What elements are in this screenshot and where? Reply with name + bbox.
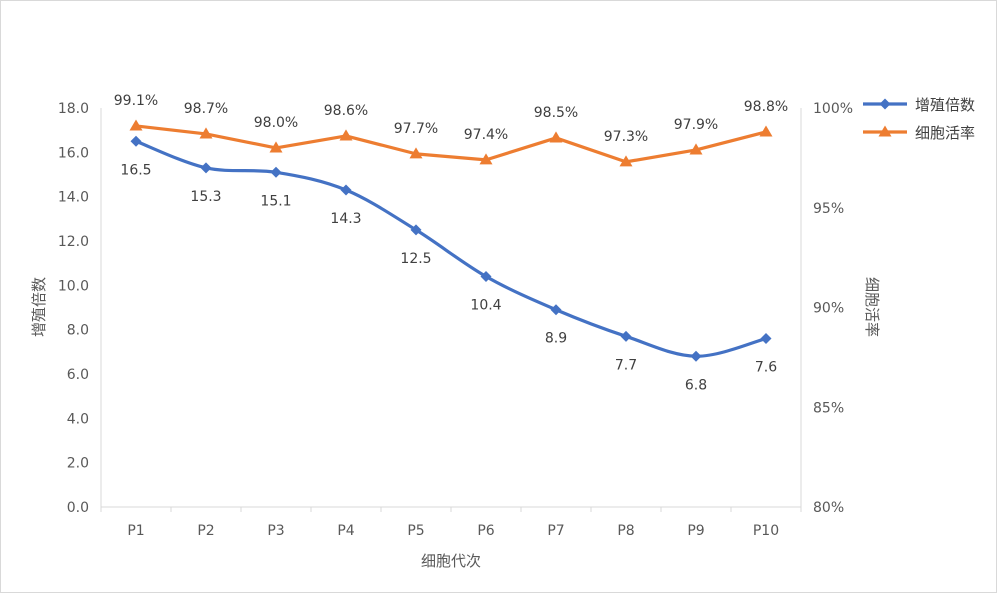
- series-line-2: [134, 124, 768, 164]
- data-label: 7.7: [615, 357, 637, 373]
- data-label: 97.9%: [674, 117, 718, 133]
- x-tick-label: P3: [267, 523, 284, 539]
- x-tick-label: P2: [197, 523, 214, 539]
- data-label: 15.3: [190, 189, 221, 205]
- data-point-marker: [479, 153, 493, 165]
- data-point-marker: [129, 119, 143, 131]
- data-point-marker: [760, 333, 772, 345]
- data-label: 98.8%: [744, 99, 788, 115]
- data-label: 97.7%: [394, 121, 438, 137]
- y-left-tick-label: 14.0: [58, 190, 89, 206]
- data-point-marker: [619, 155, 633, 167]
- x-tick-label: P5: [407, 523, 424, 539]
- data-label: 98.7%: [184, 101, 228, 117]
- data-label: 97.3%: [604, 129, 648, 145]
- data-point-marker: [130, 135, 142, 147]
- data-point-marker: [759, 125, 773, 137]
- data-point-marker: [199, 127, 213, 139]
- legend-marker: [879, 98, 891, 110]
- x-tick-label: P7: [547, 523, 564, 539]
- data-point-marker: [550, 304, 562, 316]
- legend-label: 增殖倍数: [915, 96, 975, 114]
- y-left-tick-label: 0.0: [67, 500, 89, 516]
- legend-marker: [878, 125, 892, 137]
- y-left-tick-label: 12.0: [58, 234, 89, 250]
- y-left-tick-label: 8.0: [67, 323, 89, 339]
- x-tick-label: P10: [753, 523, 779, 539]
- data-label: 15.1: [260, 193, 291, 209]
- data-label: 10.4: [470, 297, 501, 313]
- y-axis-left-title: 增殖倍数: [30, 277, 48, 337]
- data-label: 16.5: [120, 162, 151, 178]
- data-point-marker: [689, 143, 703, 155]
- data-point-marker: [339, 129, 353, 141]
- y-left-tick-label: 10.0: [58, 278, 89, 294]
- data-label: 7.6: [755, 360, 777, 376]
- y-axis-right-title: 细胞活率: [863, 277, 881, 337]
- y-right-tick-label: 80%: [813, 500, 844, 516]
- y-left-tick-label: 4.0: [67, 411, 89, 427]
- data-point-marker: [410, 224, 422, 236]
- y-left-tick-label: 18.0: [58, 101, 89, 117]
- data-label: 98.6%: [324, 103, 368, 119]
- data-label: 98.5%: [534, 105, 578, 121]
- data-point-marker: [549, 131, 563, 143]
- data-point-marker: [200, 162, 212, 174]
- y-right-tick-label: 90%: [813, 301, 844, 317]
- y-right-tick-label: 85%: [813, 400, 844, 416]
- y-right-tick-label: 95%: [813, 201, 844, 217]
- series-line-1: [134, 139, 768, 358]
- data-label: 97.4%: [464, 127, 508, 143]
- y-right-tick-label: 100%: [813, 101, 853, 117]
- data-label: 14.3: [330, 211, 361, 227]
- y-left-tick-label: 2.0: [67, 456, 89, 472]
- y-left-tick-label: 16.0: [58, 145, 89, 161]
- data-point-marker: [409, 147, 423, 159]
- data-point-marker: [270, 166, 282, 178]
- data-label: 6.8: [685, 377, 707, 393]
- data-point-marker: [269, 141, 283, 153]
- y-left-tick-label: 6.0: [67, 367, 89, 383]
- data-label: 99.1%: [114, 93, 158, 109]
- x-tick-label: P4: [337, 523, 354, 539]
- data-label: 98.0%: [254, 115, 298, 131]
- data-point-marker: [340, 184, 352, 196]
- legend-label: 细胞活率: [915, 124, 975, 142]
- data-label: 12.5: [400, 251, 431, 267]
- x-tick-label: P8: [617, 523, 634, 539]
- data-point-marker: [620, 330, 632, 342]
- data-point-marker: [480, 270, 492, 282]
- x-tick-label: P9: [687, 523, 704, 539]
- x-tick-label: P6: [477, 523, 494, 539]
- data-label: 8.9: [545, 331, 567, 347]
- x-tick-label: P1: [127, 523, 144, 539]
- x-axis-title: 细胞代次: [421, 552, 481, 570]
- data-point-marker: [690, 350, 702, 362]
